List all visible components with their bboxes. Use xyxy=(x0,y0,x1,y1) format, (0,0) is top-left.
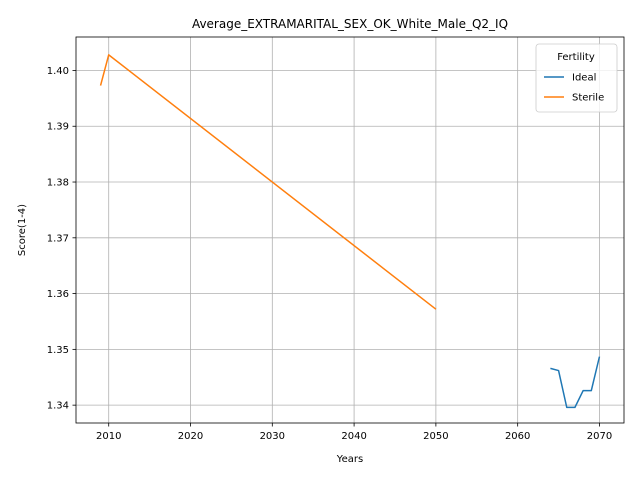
legend: Fertility Ideal Sterile xyxy=(535,43,618,113)
x-tick-label: 2040 xyxy=(341,431,366,442)
x-tick-label: 2070 xyxy=(587,431,612,442)
axis-ticks: 2010 2020 2030 2040 2050 2060 2070 1.34 1.35 1.36… xyxy=(47,66,612,442)
legend-title: Fertility xyxy=(557,52,595,63)
y-tick-label: 1.37 xyxy=(47,233,69,244)
legend-label: Ideal xyxy=(572,73,596,84)
x-tick-label: 2010 xyxy=(96,431,121,442)
x-axis-label: Years xyxy=(336,454,363,465)
y-axis-label: Score(1-4) xyxy=(17,204,28,256)
series-line-sterile xyxy=(99,54,437,310)
y-tick-label: 1.39 xyxy=(47,122,69,133)
y-tick-label: 1.35 xyxy=(47,345,69,356)
y-tick-label: 1.34 xyxy=(47,401,69,412)
plot-frame xyxy=(75,36,625,424)
series-lines xyxy=(99,54,601,409)
x-tick-label: 2050 xyxy=(423,431,448,442)
x-tick-label: 2060 xyxy=(505,431,530,442)
x-tick-label: 2030 xyxy=(260,431,285,442)
series-line-ideal xyxy=(550,356,601,409)
legend-label: Sterile xyxy=(572,93,604,104)
y-tick-label: 1.40 xyxy=(47,66,69,77)
y-tick-label: 1.36 xyxy=(47,289,69,300)
legend-box xyxy=(535,43,618,113)
grid xyxy=(76,37,624,423)
x-tick-label: 2020 xyxy=(178,431,203,442)
y-tick-label: 1.38 xyxy=(47,178,69,189)
chart-title: Average_EXTRAMARITAL_SEX_OK_White_Male_Q… xyxy=(192,17,508,31)
